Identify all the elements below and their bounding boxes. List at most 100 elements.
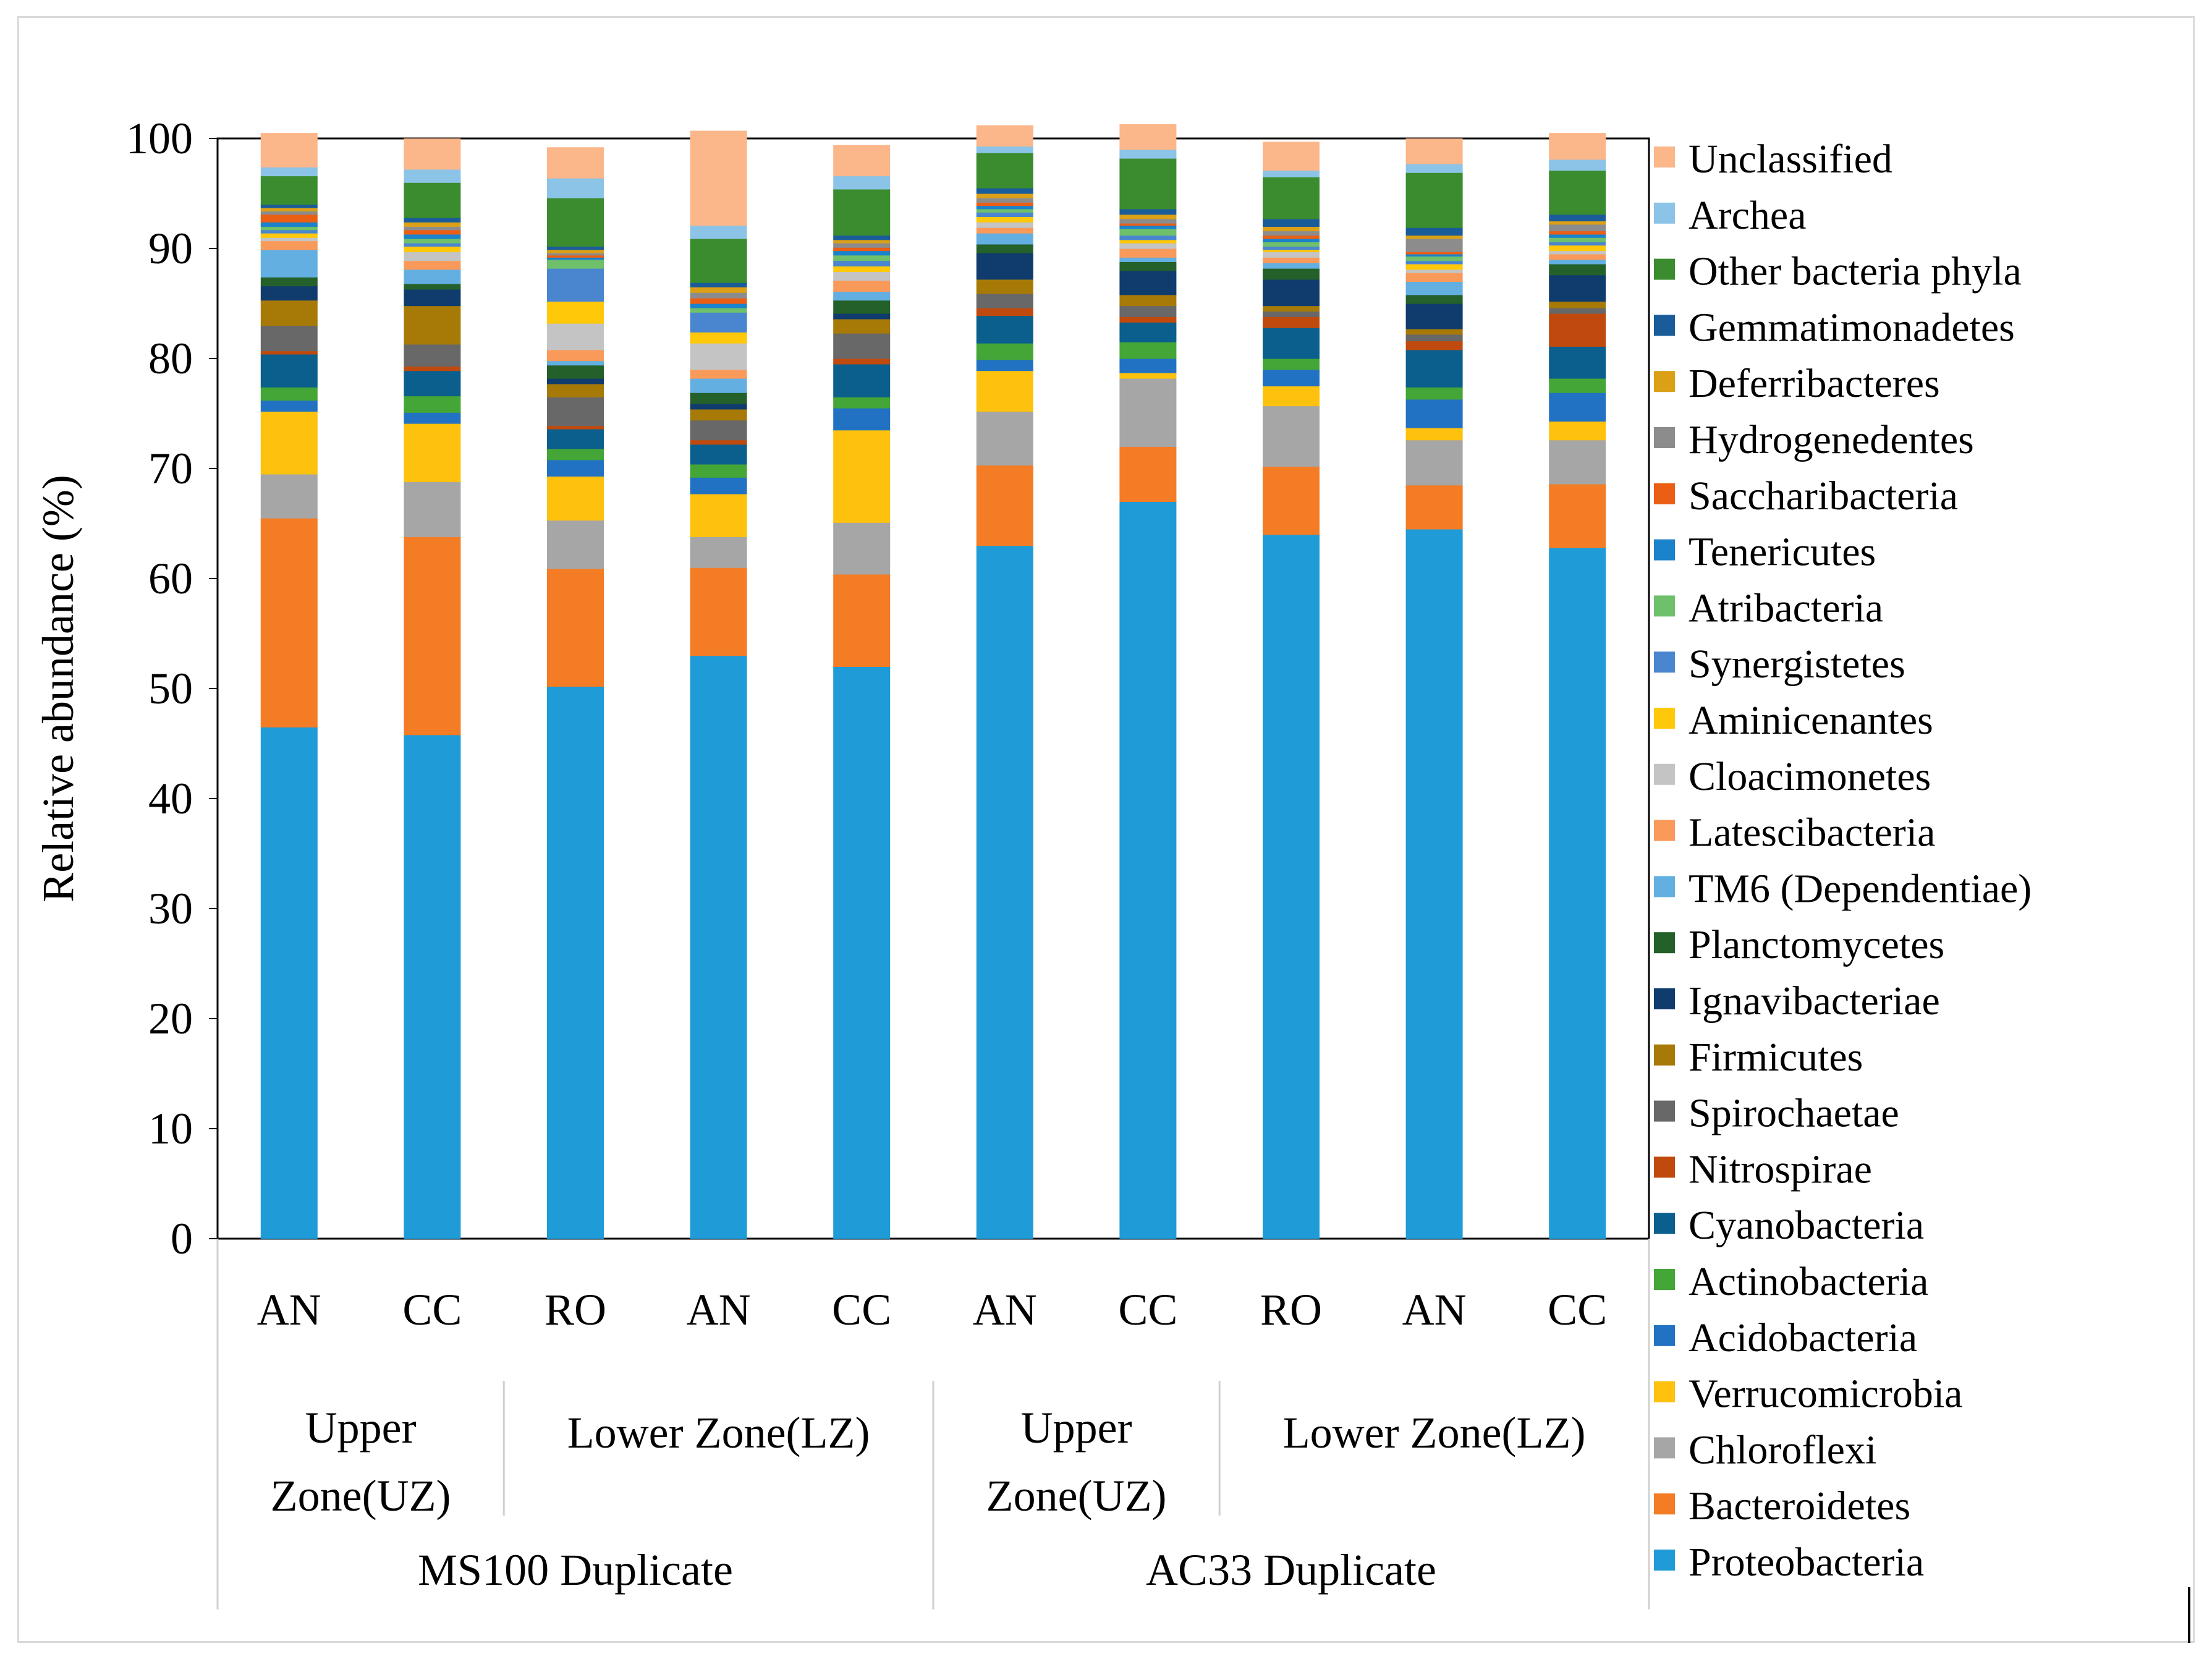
bar-segment-atribacteria-3 — [690, 308, 747, 313]
bar-segment-aminicenantes-6 — [1119, 239, 1177, 244]
bar-segment-tenericutes-5 — [976, 205, 1033, 210]
bar-segment-acidobacteria-7 — [1263, 369, 1320, 387]
bar-segment-aminicenantes-7 — [1263, 249, 1320, 252]
bar-segment-atribacteria-9 — [1549, 237, 1606, 242]
bar-segment-cloacimonetes-1 — [404, 252, 461, 261]
bar-segment-tm6-dependentiae--7 — [1263, 263, 1320, 269]
bar-segment-saccharibacteria-8 — [1405, 252, 1463, 255]
legend-swatch — [1654, 1437, 1675, 1459]
bar-segment-bacteroidetes-2 — [547, 568, 604, 687]
legend-swatch — [1654, 1550, 1675, 1571]
legend-label: Hydrogenedentes — [1689, 417, 1974, 462]
bar-segment-planctomycetes-4 — [833, 300, 891, 314]
bar-segment-verrucomicrobia-6 — [1119, 373, 1177, 379]
legend-label: Spirochaetae — [1689, 1091, 1899, 1136]
bar-segment-cyanobacteria-9 — [1549, 346, 1606, 379]
bar-segment-gemmatimonadetes-4 — [833, 235, 891, 240]
bar-segment-unclassified-5 — [976, 125, 1033, 147]
bar-segment-proteobacteria-3 — [690, 655, 747, 1239]
legend-swatch — [1654, 1493, 1675, 1515]
bar-segment-acidobacteria-8 — [1405, 399, 1463, 428]
legend-swatch — [1654, 763, 1675, 785]
bar-segment-gemmatimonadetes-1 — [404, 218, 461, 223]
legend-label: Tenericutes — [1689, 530, 1876, 575]
bar-segment-firmicutes-4 — [833, 318, 891, 334]
bar-segment-hydrogenedentes-7 — [1263, 231, 1320, 236]
bar-segment-archea-6 — [1119, 149, 1177, 159]
bar-segment-unclassified-1 — [404, 138, 461, 170]
y-axis-label: Relative abundance (%) — [33, 475, 83, 902]
bar-segment-synergistetes-0 — [260, 229, 318, 234]
bar-segment-deferribacteres-8 — [1405, 235, 1463, 239]
bar-segment-bacteroidetes-7 — [1263, 466, 1320, 535]
legend-swatch — [1654, 427, 1675, 448]
bar-segment-ignavibacteriae-2 — [547, 378, 604, 384]
bar-segment-spirochaetae-6 — [1119, 305, 1177, 317]
bar-segment-proteobacteria-9 — [1549, 548, 1606, 1239]
bar-segment-other-bacteria-phyla-6 — [1119, 158, 1177, 210]
bar-segment-archea-2 — [547, 178, 604, 198]
x-zone-label: Zone(UZ) — [986, 1471, 1167, 1521]
bar-segment-saccharibacteria-3 — [690, 298, 747, 304]
bar-segment-verrucomicrobia-8 — [1405, 428, 1463, 441]
bar-segment-planctomycetes-3 — [690, 392, 747, 404]
legend-swatch — [1654, 988, 1675, 1009]
bar-segment-hydrogenedentes-6 — [1119, 218, 1177, 224]
bar-segment-deferribacteres-9 — [1549, 221, 1606, 225]
bar-segment-spirochaetae-7 — [1263, 311, 1320, 317]
bar-segment-synergistetes-6 — [1119, 235, 1177, 240]
bar-segment-cyanobacteria-6 — [1119, 322, 1177, 342]
x-zone-label: Lower Zone(LZ) — [567, 1408, 870, 1457]
bar-segment-hydrogenedentes-1 — [404, 226, 461, 231]
bar-segment-spirochaetae-4 — [833, 333, 891, 359]
x-category-label: CC — [1548, 1285, 1607, 1334]
bar-segment-proteobacteria-4 — [833, 666, 891, 1239]
bar-segment-proteobacteria-1 — [404, 734, 461, 1239]
bar-segment-unclassified-9 — [1549, 133, 1606, 160]
bar-segment-actinobacteria-6 — [1119, 342, 1177, 359]
edge-marker — [2188, 1587, 2190, 1643]
bar-segment-bacteroidetes-0 — [260, 518, 318, 727]
bar-segment-archea-9 — [1549, 159, 1606, 171]
bar-segment-cyanobacteria-0 — [260, 354, 318, 388]
bar-segment-atribacteria-0 — [260, 226, 318, 231]
bar-segment-cloacimonetes-4 — [833, 271, 891, 281]
bar-segment-saccharibacteria-7 — [1263, 235, 1320, 239]
bar-segment-synergistetes-3 — [690, 312, 747, 333]
bar-segment-planctomycetes-6 — [1119, 261, 1177, 271]
legend-swatch — [1654, 146, 1675, 168]
y-tick-label: 10 — [148, 1104, 193, 1153]
bar-segment-acidobacteria-4 — [833, 408, 891, 431]
bar-segment-planctomycetes-7 — [1263, 268, 1320, 280]
bar-segment-nitrospirae-3 — [690, 439, 747, 445]
bar-segment-aminicenantes-4 — [833, 266, 891, 272]
legend-label: Proteobacteria — [1689, 1540, 1924, 1585]
legend-swatch — [1654, 315, 1675, 336]
bar-segment-spirochaetae-5 — [976, 293, 1033, 308]
bar-segment-tm6-dependentiae--2 — [547, 360, 604, 366]
bar-segment-bacteroidetes-6 — [1119, 446, 1177, 502]
legend-label: Planctomycetes — [1689, 922, 1944, 967]
bar-segment-atribacteria-4 — [833, 255, 891, 261]
bar-segment-tenericutes-6 — [1119, 225, 1177, 229]
bar-segment-chloroflexi-2 — [547, 520, 604, 569]
bar-segment-actinobacteria-5 — [976, 343, 1033, 360]
bar-segment-ignavibacteriae-3 — [690, 403, 747, 410]
legend-label: Archea — [1689, 193, 1807, 238]
bar-segment-cyanobacteria-1 — [404, 370, 461, 397]
bar-segment-firmicutes-0 — [260, 300, 318, 326]
legend-label: Actinobacteria — [1689, 1259, 1928, 1304]
bar-segment-latescibacteria-2 — [547, 349, 604, 362]
legend-swatch — [1654, 820, 1675, 841]
legend-label: Nitrospirae — [1689, 1147, 1872, 1192]
legend-label: Acidobacteria — [1689, 1315, 1917, 1360]
legend-label: Synergistetes — [1689, 642, 1905, 687]
bar-segment-firmicutes-1 — [404, 305, 461, 345]
x-sample-group-label: MS100 Duplicate — [418, 1545, 733, 1595]
bar-segment-planctomycetes-0 — [260, 277, 318, 287]
legend-label: Chloroflexi — [1689, 1427, 1876, 1472]
x-zone-label: Zone(UZ) — [271, 1471, 451, 1521]
legend-label: Aminicenantes — [1689, 698, 1933, 743]
bar-segment-aminicenantes-0 — [260, 233, 318, 238]
bar-segment-firmicutes-2 — [547, 383, 604, 397]
